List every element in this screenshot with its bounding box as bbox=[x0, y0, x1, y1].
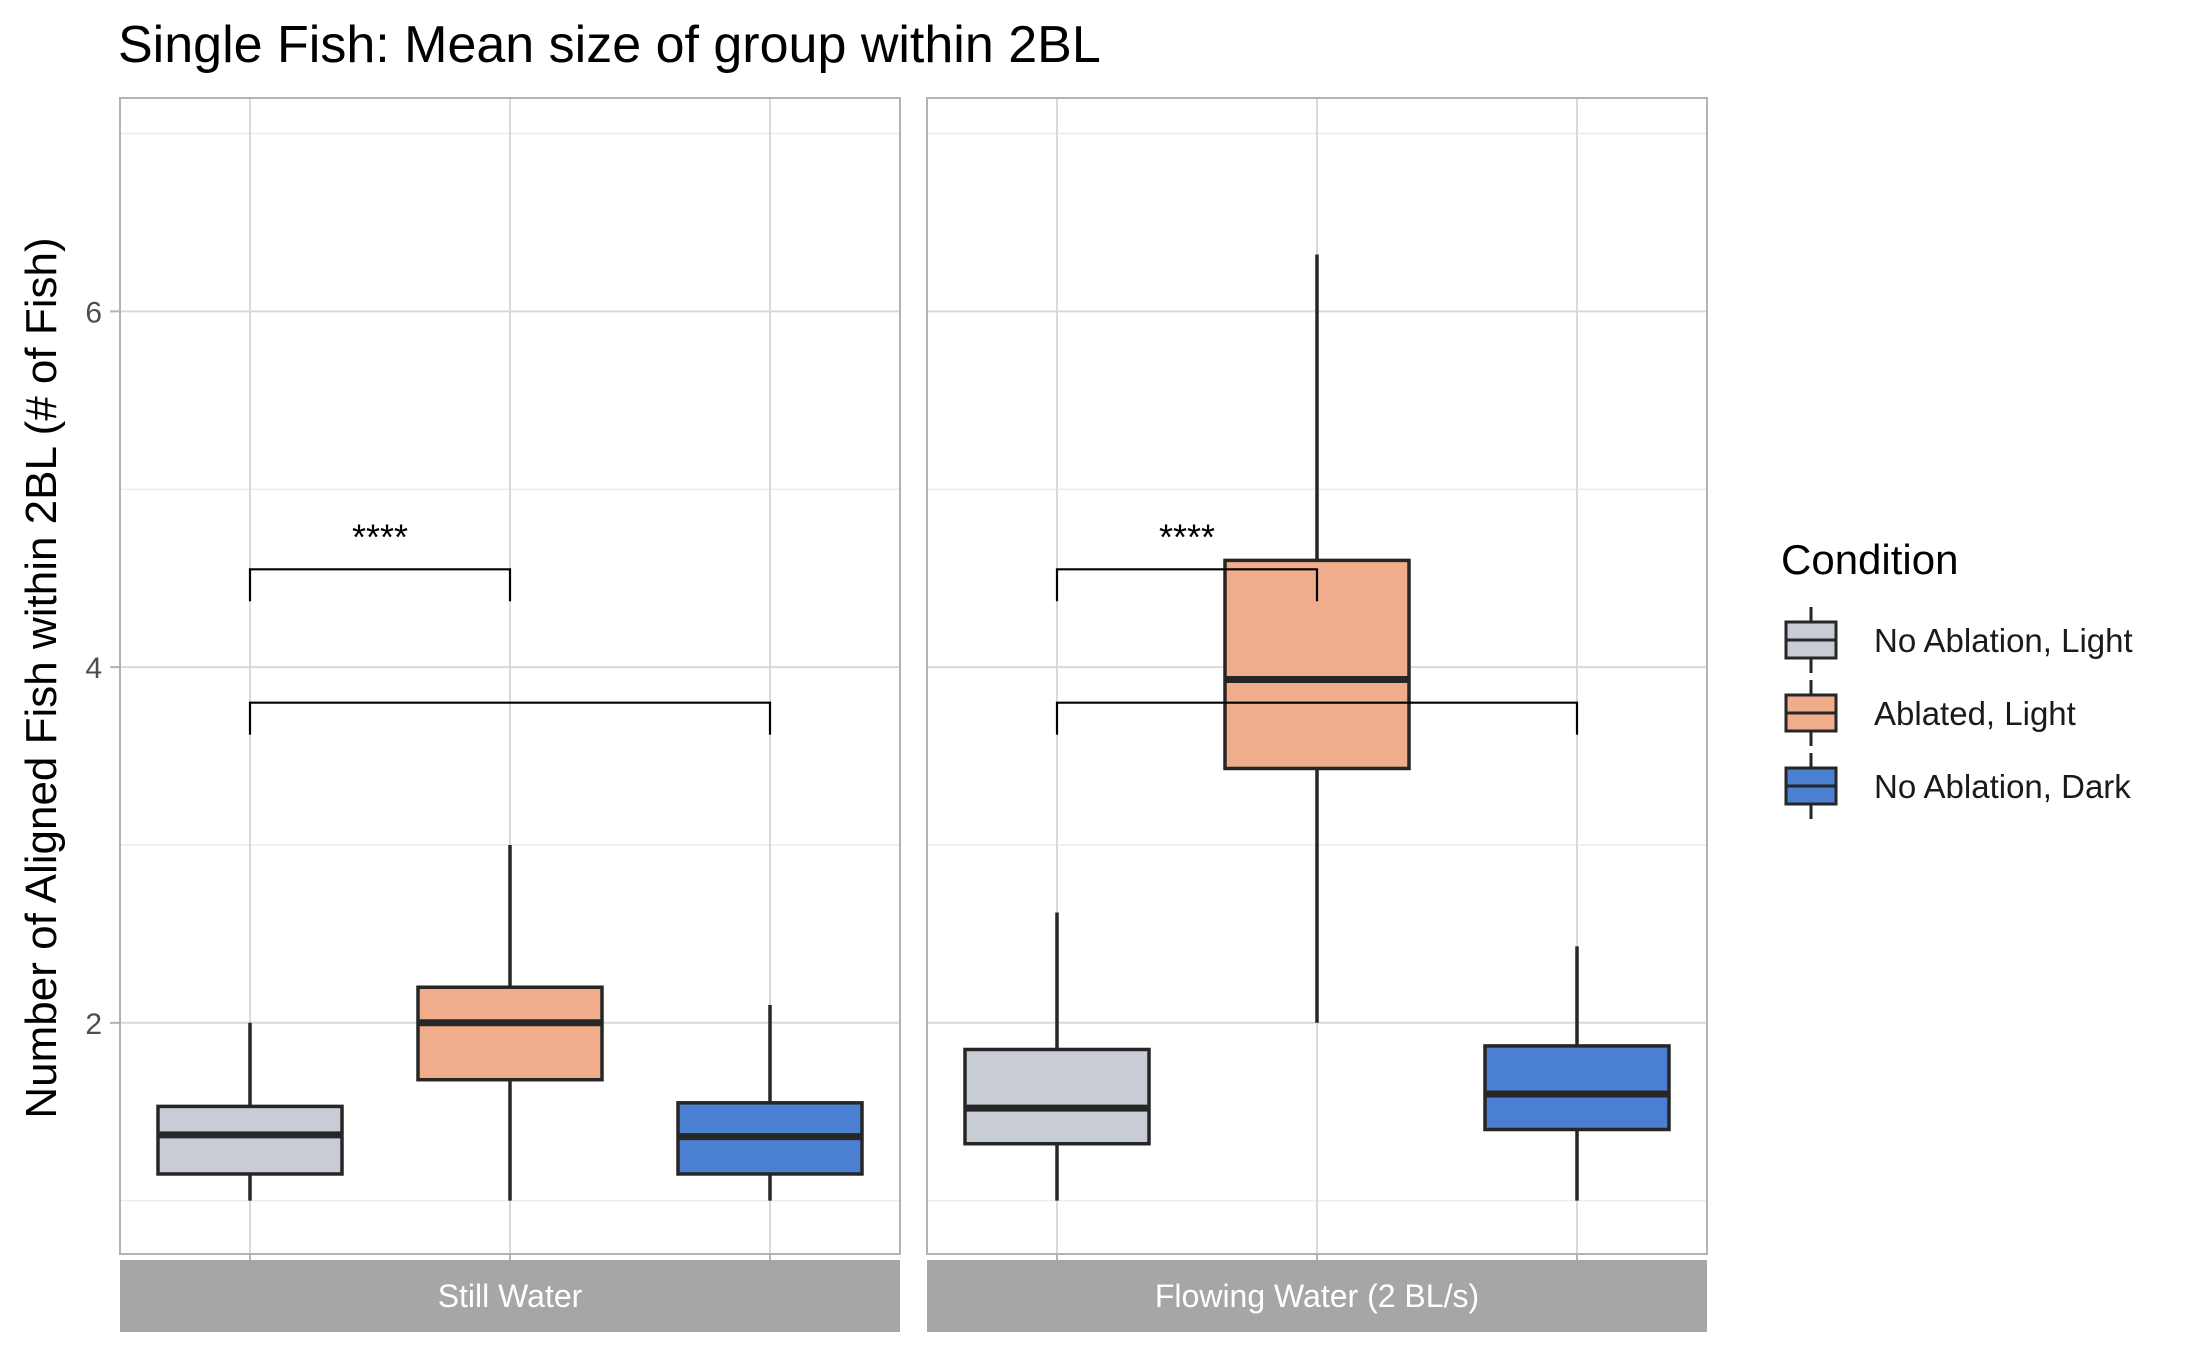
significance-bracket-1: **** bbox=[248, 516, 512, 602]
y-axis: 2 4 6 bbox=[85, 296, 120, 1041]
bracket-line bbox=[248, 568, 512, 602]
y-tick-label: 6 bbox=[85, 296, 102, 329]
significance-bracket-1: **** bbox=[1055, 516, 1319, 602]
panels-layer: **** Still Water **** Flowing Water (2 BL/s… bbox=[85, 97, 1708, 1332]
legend: Condition No Ablation, Light Ablated, Ligh… bbox=[1781, 536, 2133, 819]
boxplot-2 bbox=[416, 844, 604, 1201]
legend-entry-label: No Ablation, Dark bbox=[1874, 768, 2131, 805]
boxplot-2 bbox=[1223, 254, 1411, 1023]
boxplot-1 bbox=[156, 1022, 344, 1201]
box-iqr bbox=[1483, 1044, 1671, 1132]
y-tick-label: 2 bbox=[85, 1008, 102, 1041]
y-axis-label: Number of Aligned Fish within 2BL (# of … bbox=[17, 237, 66, 1118]
legend-entry-2: Ablated, Light bbox=[1784, 680, 2076, 746]
bracket-line bbox=[248, 701, 772, 735]
legend-entry-3: No Ablation, Dark bbox=[1784, 753, 2131, 819]
legend-entry-label: Ablated, Light bbox=[1874, 695, 2076, 732]
y-tick-label: 4 bbox=[85, 652, 102, 685]
facet-panel-2: **** Flowing Water (2 BL/s) bbox=[926, 97, 1708, 1332]
legend-entry-1: No Ablation, Light bbox=[1784, 607, 2133, 673]
boxplot-1 bbox=[963, 912, 1151, 1201]
facet-strip-label: Still Water bbox=[438, 1278, 583, 1314]
legend-entry-label: No Ablation, Light bbox=[1874, 622, 2133, 659]
box-iqr bbox=[156, 1104, 344, 1176]
facet-panel-1: **** Still Water bbox=[119, 97, 901, 1332]
chart-title: Single Fish: Mean size of group within 2… bbox=[118, 16, 1101, 74]
significance-bracket-2 bbox=[248, 701, 772, 735]
box-iqr bbox=[416, 985, 604, 1082]
boxplot-3 bbox=[1483, 946, 1671, 1201]
boxplot-3 bbox=[676, 1005, 864, 1201]
facet-strip bbox=[120, 1260, 900, 1332]
bracket-line bbox=[1055, 568, 1319, 602]
significance-bracket-2 bbox=[1055, 701, 1579, 735]
facet-strip bbox=[927, 1260, 1707, 1332]
legend-title: Condition bbox=[1781, 536, 1958, 583]
facet-strip-label: Flowing Water (2 BL/s) bbox=[1155, 1278, 1479, 1314]
box-iqr bbox=[963, 1047, 1151, 1146]
significance-label: **** bbox=[1159, 516, 1215, 557]
significance-label: **** bbox=[352, 516, 408, 557]
bracket-line bbox=[1055, 701, 1579, 735]
